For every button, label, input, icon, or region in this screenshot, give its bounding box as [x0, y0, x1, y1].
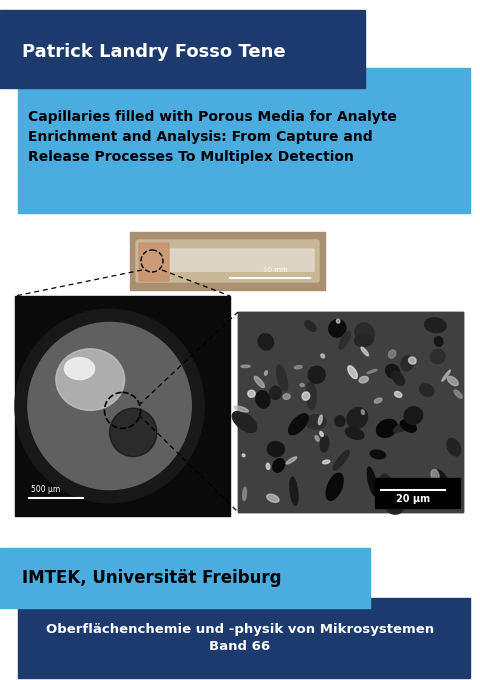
Ellipse shape	[361, 347, 369, 356]
Ellipse shape	[248, 390, 255, 397]
Ellipse shape	[234, 406, 248, 412]
Ellipse shape	[336, 319, 340, 323]
Ellipse shape	[267, 441, 285, 457]
Ellipse shape	[273, 458, 285, 472]
Ellipse shape	[339, 331, 350, 349]
Ellipse shape	[300, 384, 304, 386]
Text: IMTEK, Universität Freiburg: IMTEK, Universität Freiburg	[22, 569, 281, 587]
Ellipse shape	[400, 420, 416, 432]
Ellipse shape	[326, 473, 343, 500]
Ellipse shape	[243, 488, 246, 500]
Ellipse shape	[379, 474, 393, 497]
Ellipse shape	[385, 498, 404, 514]
Ellipse shape	[258, 334, 274, 350]
Ellipse shape	[256, 391, 270, 408]
Ellipse shape	[109, 408, 157, 456]
Ellipse shape	[361, 410, 364, 415]
Ellipse shape	[28, 322, 192, 490]
Ellipse shape	[323, 460, 330, 464]
Ellipse shape	[290, 477, 298, 505]
Ellipse shape	[374, 398, 382, 403]
Ellipse shape	[329, 320, 346, 337]
Bar	[0, 10, 365, 88]
Bar	[0, 548, 370, 608]
Ellipse shape	[437, 470, 447, 483]
Ellipse shape	[286, 457, 297, 464]
Ellipse shape	[288, 413, 308, 435]
Ellipse shape	[431, 469, 439, 481]
Ellipse shape	[320, 431, 324, 437]
Ellipse shape	[359, 377, 368, 383]
Ellipse shape	[454, 390, 462, 398]
Ellipse shape	[335, 415, 345, 426]
Ellipse shape	[425, 318, 446, 333]
Ellipse shape	[318, 415, 323, 424]
Bar	[238, 312, 463, 512]
FancyBboxPatch shape	[139, 243, 169, 281]
Ellipse shape	[283, 394, 290, 399]
Ellipse shape	[404, 407, 422, 424]
Bar	[15, 296, 230, 516]
Ellipse shape	[401, 356, 413, 371]
Ellipse shape	[376, 420, 397, 437]
Ellipse shape	[321, 354, 324, 358]
Ellipse shape	[308, 367, 325, 384]
Ellipse shape	[367, 369, 377, 373]
Ellipse shape	[447, 439, 461, 456]
Ellipse shape	[420, 384, 434, 396]
Ellipse shape	[276, 365, 288, 391]
Ellipse shape	[302, 392, 310, 401]
Ellipse shape	[367, 467, 377, 496]
Ellipse shape	[431, 350, 445, 364]
Ellipse shape	[264, 371, 267, 375]
Text: Capillaries filled with Porous Media for Analyte
Enrichment and Analysis: From C: Capillaries filled with Porous Media for…	[28, 110, 397, 164]
Bar	[375, 478, 460, 508]
Ellipse shape	[348, 366, 358, 379]
Bar	[130, 232, 325, 290]
Ellipse shape	[447, 376, 458, 386]
Ellipse shape	[64, 358, 95, 379]
Bar	[238, 312, 463, 512]
Ellipse shape	[354, 334, 373, 347]
Ellipse shape	[270, 386, 281, 399]
Text: Patrick Landry Fosso Tene: Patrick Landry Fosso Tene	[22, 43, 286, 61]
Ellipse shape	[241, 365, 250, 367]
Bar	[18, 598, 470, 678]
Ellipse shape	[393, 498, 401, 506]
Ellipse shape	[395, 392, 402, 397]
Ellipse shape	[392, 371, 405, 386]
Ellipse shape	[334, 450, 349, 470]
Ellipse shape	[320, 436, 329, 452]
Ellipse shape	[242, 454, 245, 457]
Ellipse shape	[56, 349, 125, 411]
FancyBboxPatch shape	[136, 240, 319, 282]
Text: Oberflächenchemie und -physik von Mikrosystemen
Band 66: Oberflächenchemie und -physik von Mikros…	[46, 622, 434, 653]
Ellipse shape	[346, 428, 364, 439]
Ellipse shape	[294, 366, 302, 369]
Ellipse shape	[306, 382, 316, 409]
Ellipse shape	[355, 323, 374, 343]
FancyBboxPatch shape	[141, 249, 314, 271]
Ellipse shape	[15, 309, 204, 503]
Ellipse shape	[434, 337, 443, 346]
Text: 20 μm: 20 μm	[396, 494, 430, 504]
Ellipse shape	[254, 376, 264, 388]
Ellipse shape	[388, 350, 396, 358]
Ellipse shape	[386, 364, 400, 378]
Text: 10 mm: 10 mm	[263, 267, 288, 273]
Ellipse shape	[347, 407, 368, 428]
Ellipse shape	[305, 321, 316, 331]
Ellipse shape	[386, 486, 395, 496]
Text: 500 μm: 500 μm	[31, 486, 60, 494]
Ellipse shape	[267, 494, 279, 503]
Bar	[18, 68, 470, 213]
Ellipse shape	[408, 357, 416, 364]
Ellipse shape	[442, 370, 450, 381]
Ellipse shape	[266, 463, 270, 469]
Ellipse shape	[393, 420, 416, 432]
Ellipse shape	[305, 415, 326, 429]
Ellipse shape	[232, 411, 257, 432]
Ellipse shape	[370, 450, 385, 459]
Ellipse shape	[315, 435, 319, 441]
